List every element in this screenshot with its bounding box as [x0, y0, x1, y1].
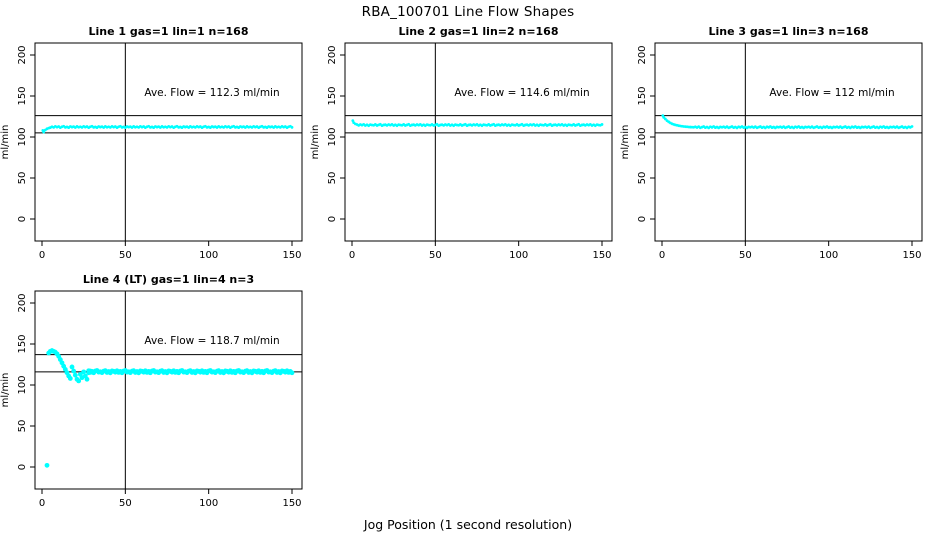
subplot-line-3: Line 3 gas=1 lin=3 n=168 0 50 100 150 0 50 100 1…: [620, 25, 923, 261]
x-tick-label: 50: [429, 250, 442, 261]
y-tick-label: 100: [637, 127, 648, 146]
x-tick-label: 0: [39, 498, 45, 509]
subplot-title: Line 2 gas=1 lin=2 n=168: [398, 25, 558, 38]
x-tick-label: 0: [659, 250, 665, 261]
data-point: [76, 378, 82, 384]
ave-flow-text: Ave. Flow = 112.3 ml/min: [144, 87, 279, 99]
data-point: [67, 376, 73, 381]
data-points: [661, 114, 914, 130]
data-point: [81, 369, 87, 375]
y-tick-label: 200: [17, 45, 28, 64]
data-point: [42, 130, 46, 134]
x-tick-label: 0: [39, 250, 45, 261]
y-tick-label: 50: [637, 172, 648, 185]
plot-box: [654, 42, 923, 242]
data-point: [72, 372, 78, 378]
x-tick-label: 100: [199, 498, 218, 509]
data-point: [289, 370, 295, 376]
y-tick-label: 200: [17, 293, 28, 312]
data-point: [84, 376, 90, 382]
x-tick-label: 150: [902, 250, 921, 261]
ave-flow-text: Ave. Flow = 112 ml/min: [769, 87, 894, 99]
subplot-line-1: Line 1 gas=1 lin=1 n=168 0 50 100 150 0 50 100 1…: [0, 25, 303, 261]
plot-box: [34, 42, 303, 242]
x-axis-label: Jog Position (1 second resolution): [363, 517, 573, 532]
y-tick-label: 150: [637, 86, 648, 105]
y-tick-label: 50: [327, 172, 338, 185]
y-tick-label: 200: [327, 45, 338, 64]
x-tick-label: 150: [282, 250, 301, 261]
y-tick-label: 100: [17, 375, 28, 394]
data-point: [71, 368, 77, 374]
y-tick-label: 50: [17, 172, 28, 185]
y-axis-unit-label: ml/min: [0, 373, 11, 408]
subplot-line-2: Line 2 gas=1 lin=2 n=168 0 50 100 150 0 50 100 1…: [310, 25, 613, 261]
data-point: [44, 462, 50, 468]
data-point: [290, 125, 294, 129]
y-tick-label: 100: [327, 127, 338, 146]
data-point: [69, 364, 75, 370]
y-tick-label: 0: [17, 216, 28, 222]
y-axis-unit-label: ml/min: [310, 125, 321, 160]
data-point: [600, 123, 604, 126]
data-points: [41, 124, 294, 134]
y-tick-label: 50: [17, 420, 28, 433]
ave-flow-text: Ave. Flow = 118.7 ml/min: [144, 335, 279, 347]
subplot-title: Line 1 gas=1 lin=1 n=168: [88, 25, 248, 38]
ave-flow-text: Ave. Flow = 114.6 ml/min: [454, 87, 589, 99]
x-tick-label: 50: [119, 498, 132, 509]
data-points: [44, 348, 295, 468]
x-tick-label: 150: [592, 250, 611, 261]
subplot-title: Line 4 (LT) gas=1 lin=4 n=3: [83, 273, 254, 286]
x-tick-label: 150: [282, 498, 301, 509]
x-tick-label: 100: [199, 250, 218, 261]
y-tick-label: 0: [327, 216, 338, 222]
y-tick-label: 150: [327, 86, 338, 105]
y-tick-label: 100: [17, 127, 28, 146]
x-tick-label: 100: [819, 250, 838, 261]
subplot-line-4: Line 4 (LT) gas=1 lin=4 n=3 0 50 100 150 0 50 1…: [0, 273, 303, 509]
y-axis-unit-label: ml/min: [620, 125, 631, 160]
figure-title: RBA_100701 Line Flow Shapes: [361, 4, 575, 20]
plot-box: [344, 42, 613, 242]
data-point: [910, 125, 914, 128]
y-tick-label: 150: [17, 86, 28, 105]
data-points: [351, 119, 604, 128]
x-tick-label: 100: [509, 250, 528, 261]
subplot-title: Line 3 gas=1 lin=3 n=168: [708, 25, 868, 38]
x-tick-label: 50: [119, 250, 132, 261]
x-tick-label: 0: [349, 250, 355, 261]
y-axis-unit-label: ml/min: [0, 125, 11, 160]
y-tick-label: 150: [17, 334, 28, 353]
plot-box: [34, 290, 303, 490]
y-tick-label: 0: [17, 464, 28, 470]
y-tick-label: 0: [637, 216, 648, 222]
y-tick-label: 200: [637, 45, 648, 64]
x-tick-label: 50: [739, 250, 752, 261]
